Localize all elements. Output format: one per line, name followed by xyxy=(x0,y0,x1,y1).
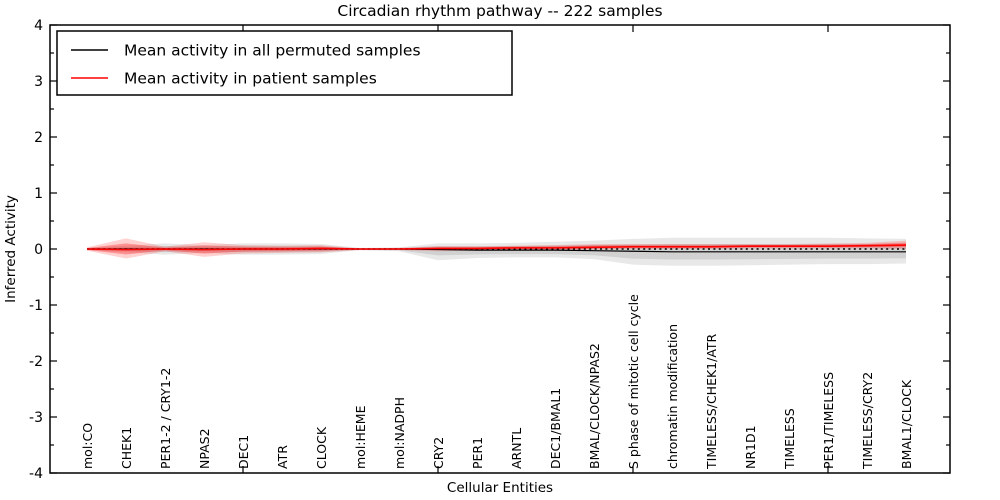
x-category-label: TIMELESS xyxy=(782,408,797,470)
x-axis-label: Cellular Entities xyxy=(447,480,553,496)
x-category-label: CHEK1 xyxy=(119,427,134,469)
permuted-band-outer xyxy=(87,237,906,266)
x-category-label: DEC1 xyxy=(236,435,251,469)
y-tick-label: 2 xyxy=(34,130,43,146)
y-tick-label: -4 xyxy=(29,466,43,482)
x-category-label: CRY2 xyxy=(431,437,446,469)
y-axis-label: Inferred Activity xyxy=(3,195,19,303)
legend-box xyxy=(56,30,513,96)
permuted-band-inner xyxy=(87,244,906,260)
x-category-label: PER1 xyxy=(470,437,485,469)
y-tick-label: -1 xyxy=(29,298,43,314)
x-category-label: ARNTL xyxy=(509,428,524,469)
x-category-label: PER1-2 / CRY1-2 xyxy=(158,368,173,469)
x-category-label: mol:HEME xyxy=(353,405,368,469)
x-category-label: BMAL1/CLOCK xyxy=(899,379,914,469)
x-category-label: NPAS2 xyxy=(197,428,212,469)
y-tick-label: 4 xyxy=(34,18,43,34)
patient-mean-line xyxy=(86,244,907,251)
x-category-label: CLOCK xyxy=(314,426,329,469)
y-tick-label: -3 xyxy=(29,410,43,426)
y-tick-label: -2 xyxy=(29,354,43,370)
legend-label-patient: Mean activity in patient samples xyxy=(124,70,377,88)
y-tick-label: 3 xyxy=(34,74,43,90)
x-category-label: S phase of mitotic cell cycle xyxy=(626,294,641,469)
chart-title: Circadian rhythm pathway -- 222 samples xyxy=(337,2,662,20)
y-tick-label: 1 xyxy=(34,186,43,202)
x-category-label: DEC1/BMAL1 xyxy=(548,388,563,469)
x-category-label: TIMELESS/CRY2 xyxy=(860,372,875,470)
x-category-label: NR1D1 xyxy=(743,425,758,469)
legend-label-permuted: Mean activity in all permuted samples xyxy=(124,42,421,60)
x-category-label: mol:NADPH xyxy=(392,397,407,469)
x-category-label: ATR xyxy=(275,445,290,469)
x-category-label: TIMELESS/CHEK1/ATR xyxy=(704,333,719,470)
x-category-label: PER1/TIMELESS xyxy=(821,372,836,469)
x-category-label: mol:CO xyxy=(80,423,95,469)
y-tick-label: 0 xyxy=(34,242,43,258)
x-category-label: chromatin modification xyxy=(665,324,680,469)
x-category-label: BMAL/CLOCK/NPAS2 xyxy=(587,343,602,469)
